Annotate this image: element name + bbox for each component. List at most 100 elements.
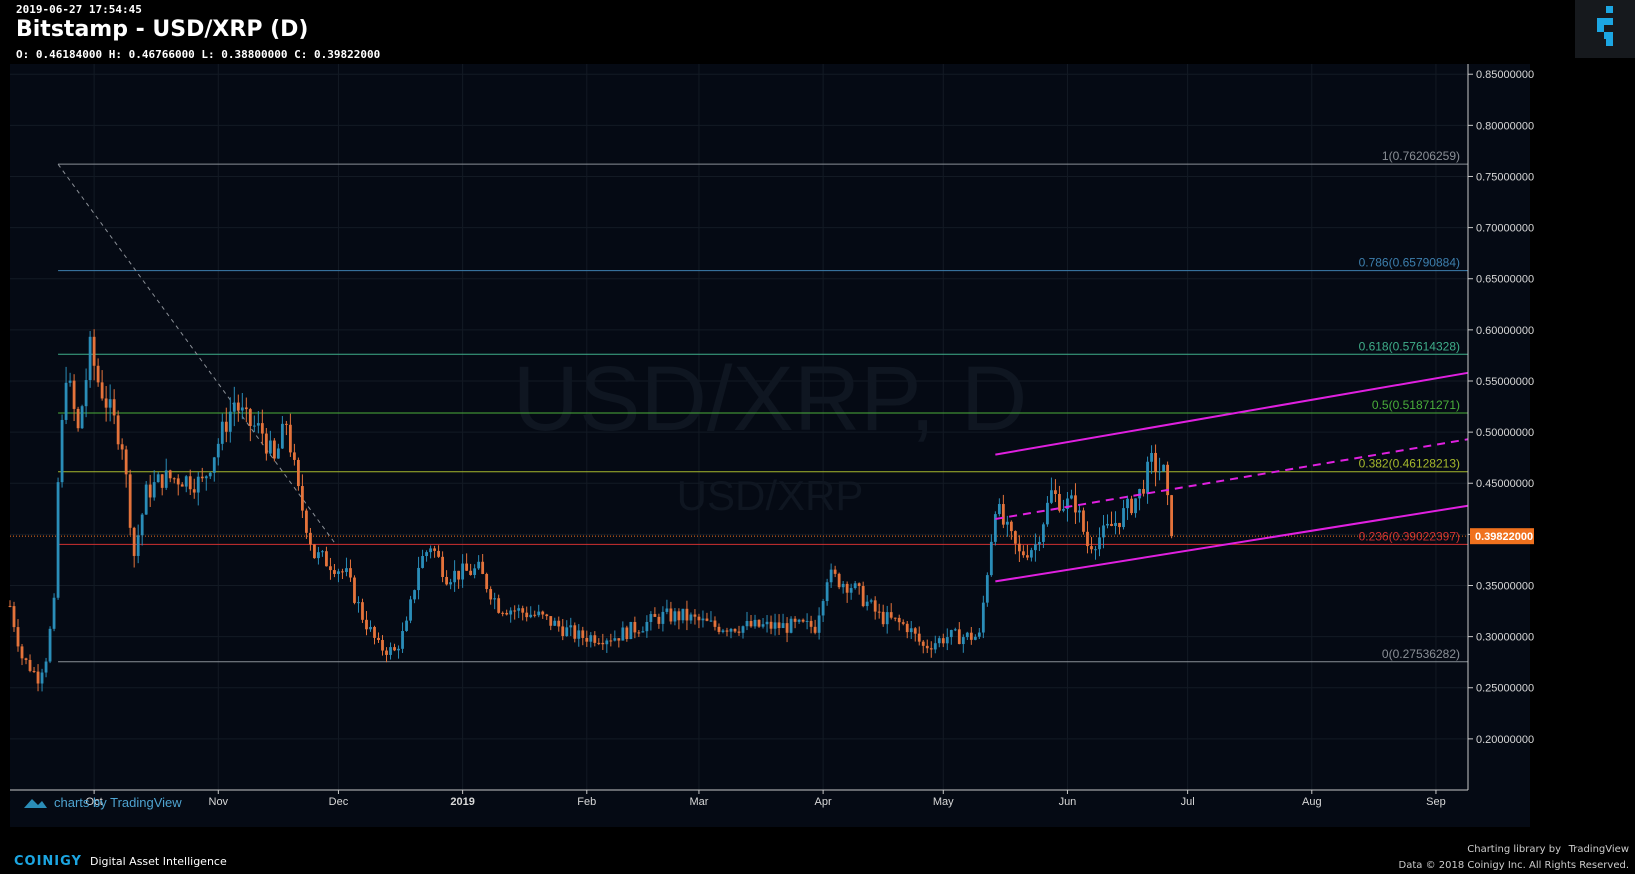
candle-body [377, 637, 380, 641]
candle-body [80, 406, 84, 429]
candle-body [204, 476, 208, 479]
footer: COINIGY Digital Asset Intelligence Chart… [0, 844, 1635, 874]
trend-channel[interactable] [995, 371, 1469, 583]
price-tick-label: 0.65000000 [1476, 274, 1534, 286]
candle-body [1038, 541, 1041, 545]
candle-body [461, 563, 465, 580]
candle-body [577, 630, 581, 639]
candle-body [621, 627, 625, 641]
candle-body [172, 478, 176, 480]
candle-body [917, 633, 921, 642]
candle-body [236, 402, 240, 411]
candle-body [329, 566, 332, 571]
candle-body [188, 476, 192, 490]
fib-level-label: 0.5(0.51871271) [1372, 398, 1460, 412]
candle-body [361, 602, 364, 620]
candle-body [921, 641, 925, 646]
time-tick-label: Jun [1059, 796, 1077, 808]
candle-body [52, 597, 56, 629]
candle-body [1166, 464, 1169, 496]
candle-body [369, 626, 372, 630]
candle-body [1058, 494, 1061, 511]
candle-body [397, 648, 400, 651]
candle-body [505, 612, 509, 615]
time-tick-label: Dec [329, 796, 349, 808]
candle-body [1170, 495, 1173, 537]
candle-body [997, 504, 1001, 515]
candle-body [1066, 498, 1069, 510]
candle-body [48, 628, 52, 662]
candle-body [212, 457, 216, 473]
candle-body [561, 626, 565, 637]
coinigy-logo-icon [1575, 0, 1635, 58]
time-tick-label: Aug [1302, 796, 1322, 808]
candle-body [661, 611, 665, 624]
candle-body [373, 626, 376, 638]
candle-body [753, 619, 757, 627]
candle-body [208, 472, 212, 477]
candle-body [321, 551, 324, 553]
grid [10, 64, 1468, 790]
candle-body [961, 637, 965, 645]
candle-body [589, 635, 593, 642]
candle-body [433, 548, 436, 551]
candle-body [769, 621, 773, 629]
tradingview-badge[interactable]: charts by TradingView [24, 795, 182, 810]
time-axis[interactable]: Oct Nov Dec 2019 Feb Mar Apr May Jun Jul Aug Sep [10, 789, 1468, 808]
last-price-label: 0.39822000 [1475, 531, 1533, 543]
candle-body [216, 443, 220, 458]
candle-body [148, 484, 152, 498]
candle-body [409, 599, 412, 621]
tradingview-credit[interactable]: TradingView [1568, 844, 1629, 855]
plot-area[interactable] [10, 64, 1530, 827]
candle-body [156, 474, 160, 483]
candle-body [1009, 521, 1013, 532]
candle-body [144, 484, 148, 515]
candle-body [797, 619, 801, 622]
candle-body [809, 620, 813, 627]
candle-body [749, 621, 753, 627]
price-axis[interactable]: 0.85000000 0.80000000 0.75000000 0.70000000… [1467, 64, 1534, 790]
candle-body [232, 402, 236, 412]
price-tick-label: 0.35000000 [1476, 580, 1534, 592]
fib-level-label: 1(0.76206259) [1382, 149, 1460, 163]
price-tick-label: 0.45000000 [1476, 478, 1534, 490]
candle-body [817, 615, 821, 633]
candle-body [1098, 537, 1101, 550]
candle-body [349, 568, 352, 578]
coinigy-brand[interactable]: COINIGY [14, 854, 82, 869]
candle-body [969, 632, 973, 640]
candle-body [637, 632, 641, 634]
time-tick-label: May [933, 796, 954, 808]
candle-body [1162, 464, 1165, 472]
candle-body [845, 583, 849, 593]
candle-body [765, 621, 769, 625]
candle-body [248, 409, 252, 426]
candle-body [689, 614, 693, 621]
candle-body [389, 647, 392, 655]
candle-body [873, 600, 877, 612]
candle-body [337, 571, 340, 574]
candle-body [1146, 461, 1149, 494]
candle-body [124, 449, 128, 475]
candle-body [985, 575, 989, 603]
candle-body [228, 411, 232, 432]
candle-body [641, 631, 645, 633]
watermark-small: USD/XRP [677, 472, 864, 519]
fib-level-label: 0.382(0.46128213) [1359, 457, 1460, 471]
candle-body [525, 612, 529, 618]
candle-body [861, 586, 865, 607]
candle-body [357, 602, 360, 604]
candle-body [1021, 551, 1025, 556]
candle-body [136, 535, 140, 556]
candle-body [180, 484, 184, 487]
candle-body [681, 608, 685, 621]
candle-body [685, 608, 689, 621]
candle-body [933, 643, 937, 650]
candle-body [1042, 524, 1045, 542]
tradingview-cloud-icon [24, 799, 47, 808]
candle-body [381, 640, 384, 651]
watermark-large: USD/XRP, D [513, 348, 1028, 450]
fibonacci-retracement[interactable]: 1(0.76206259) 0.786(0.65790884) 0.618(0.57… [10, 149, 1468, 663]
